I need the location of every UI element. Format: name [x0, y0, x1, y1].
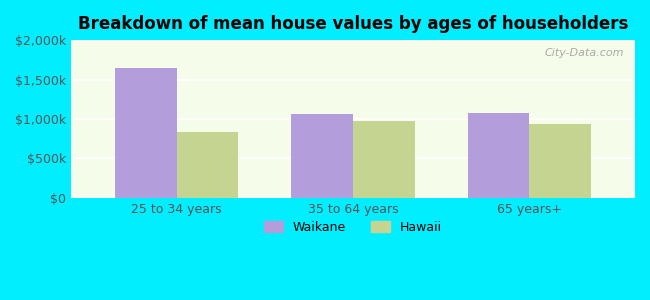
Bar: [529, 124, 591, 198]
Legend: Waikane, Hawaii: Waikane, Hawaii: [259, 216, 447, 239]
Bar: [291, 114, 353, 198]
Bar: [115, 68, 177, 198]
Bar: [467, 113, 529, 198]
Title: Breakdown of mean house values by ages of householders: Breakdown of mean house values by ages o…: [78, 15, 628, 33]
Bar: [177, 132, 239, 198]
Bar: [353, 121, 415, 198]
Text: City-Data.com: City-Data.com: [544, 48, 624, 58]
